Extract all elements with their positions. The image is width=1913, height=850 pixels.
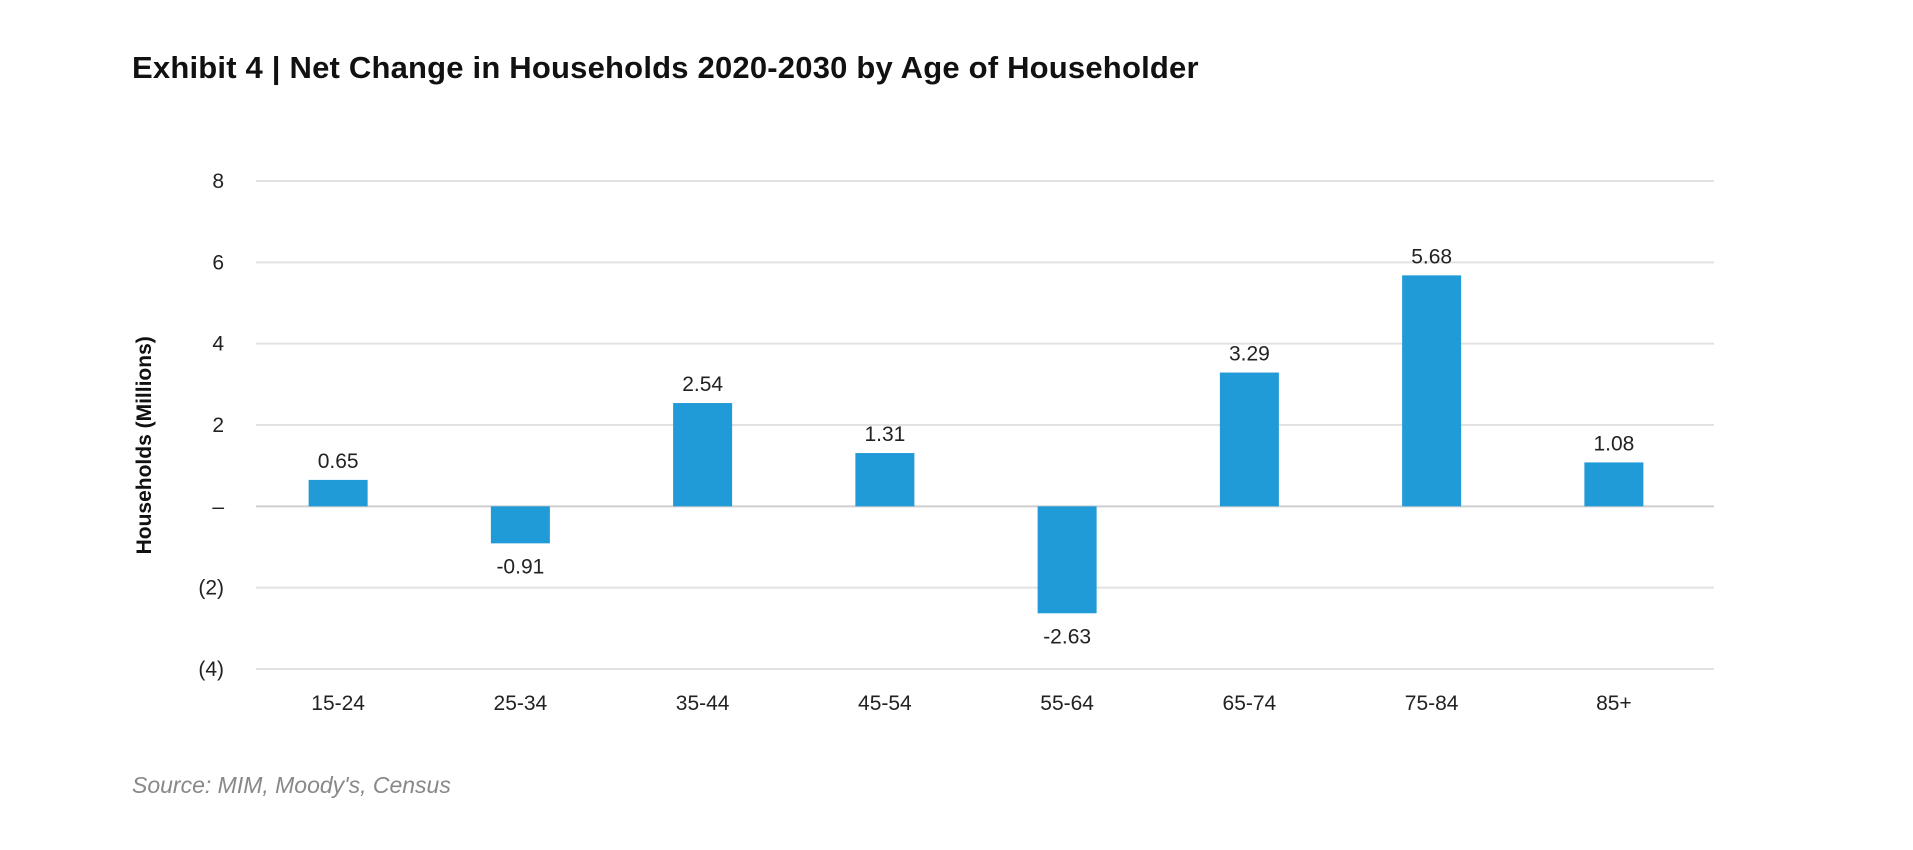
bar xyxy=(1037,506,1097,614)
x-tick-label: 45-54 xyxy=(858,692,912,715)
bar xyxy=(308,479,368,507)
bar xyxy=(673,403,733,507)
y-tick-label: – xyxy=(212,495,224,518)
data-label: -0.91 xyxy=(496,555,544,578)
bar xyxy=(1584,462,1644,507)
data-label: 1.08 xyxy=(1593,432,1634,455)
x-tick-label: 35-44 xyxy=(676,692,730,715)
y-tick-label: 6 xyxy=(212,251,224,274)
data-label: 5.68 xyxy=(1411,245,1452,268)
data-label: -2.63 xyxy=(1043,625,1091,648)
data-label: 0.65 xyxy=(318,450,359,473)
data-label: 1.31 xyxy=(864,423,905,446)
y-tick-label: 4 xyxy=(212,333,224,356)
data-label: 2.54 xyxy=(682,373,723,396)
y-tick-label: (2) xyxy=(198,577,224,600)
bar xyxy=(1219,372,1279,507)
bar xyxy=(1402,275,1462,507)
x-tick-label: 55-64 xyxy=(1040,692,1094,715)
source-note: Source: MIM, Moody's, Census xyxy=(132,772,451,798)
bar xyxy=(490,506,550,544)
y-tick-label: 2 xyxy=(212,414,224,437)
y-axis-label: Households (Millions) xyxy=(133,336,156,554)
y-tick-label: (4) xyxy=(198,658,224,681)
x-tick-label: 25-34 xyxy=(494,692,548,715)
x-tick-label: 65-74 xyxy=(1223,692,1277,715)
x-tick-label: 15-24 xyxy=(311,692,365,715)
y-tick-label: 8 xyxy=(212,170,224,193)
x-tick-label: 75-84 xyxy=(1405,692,1459,715)
data-label: 3.29 xyxy=(1229,343,1270,366)
x-tick-label: 85+ xyxy=(1596,692,1632,715)
chart-title: Exhibit 4 | Net Change in Households 202… xyxy=(132,50,1199,85)
bar xyxy=(855,453,915,507)
